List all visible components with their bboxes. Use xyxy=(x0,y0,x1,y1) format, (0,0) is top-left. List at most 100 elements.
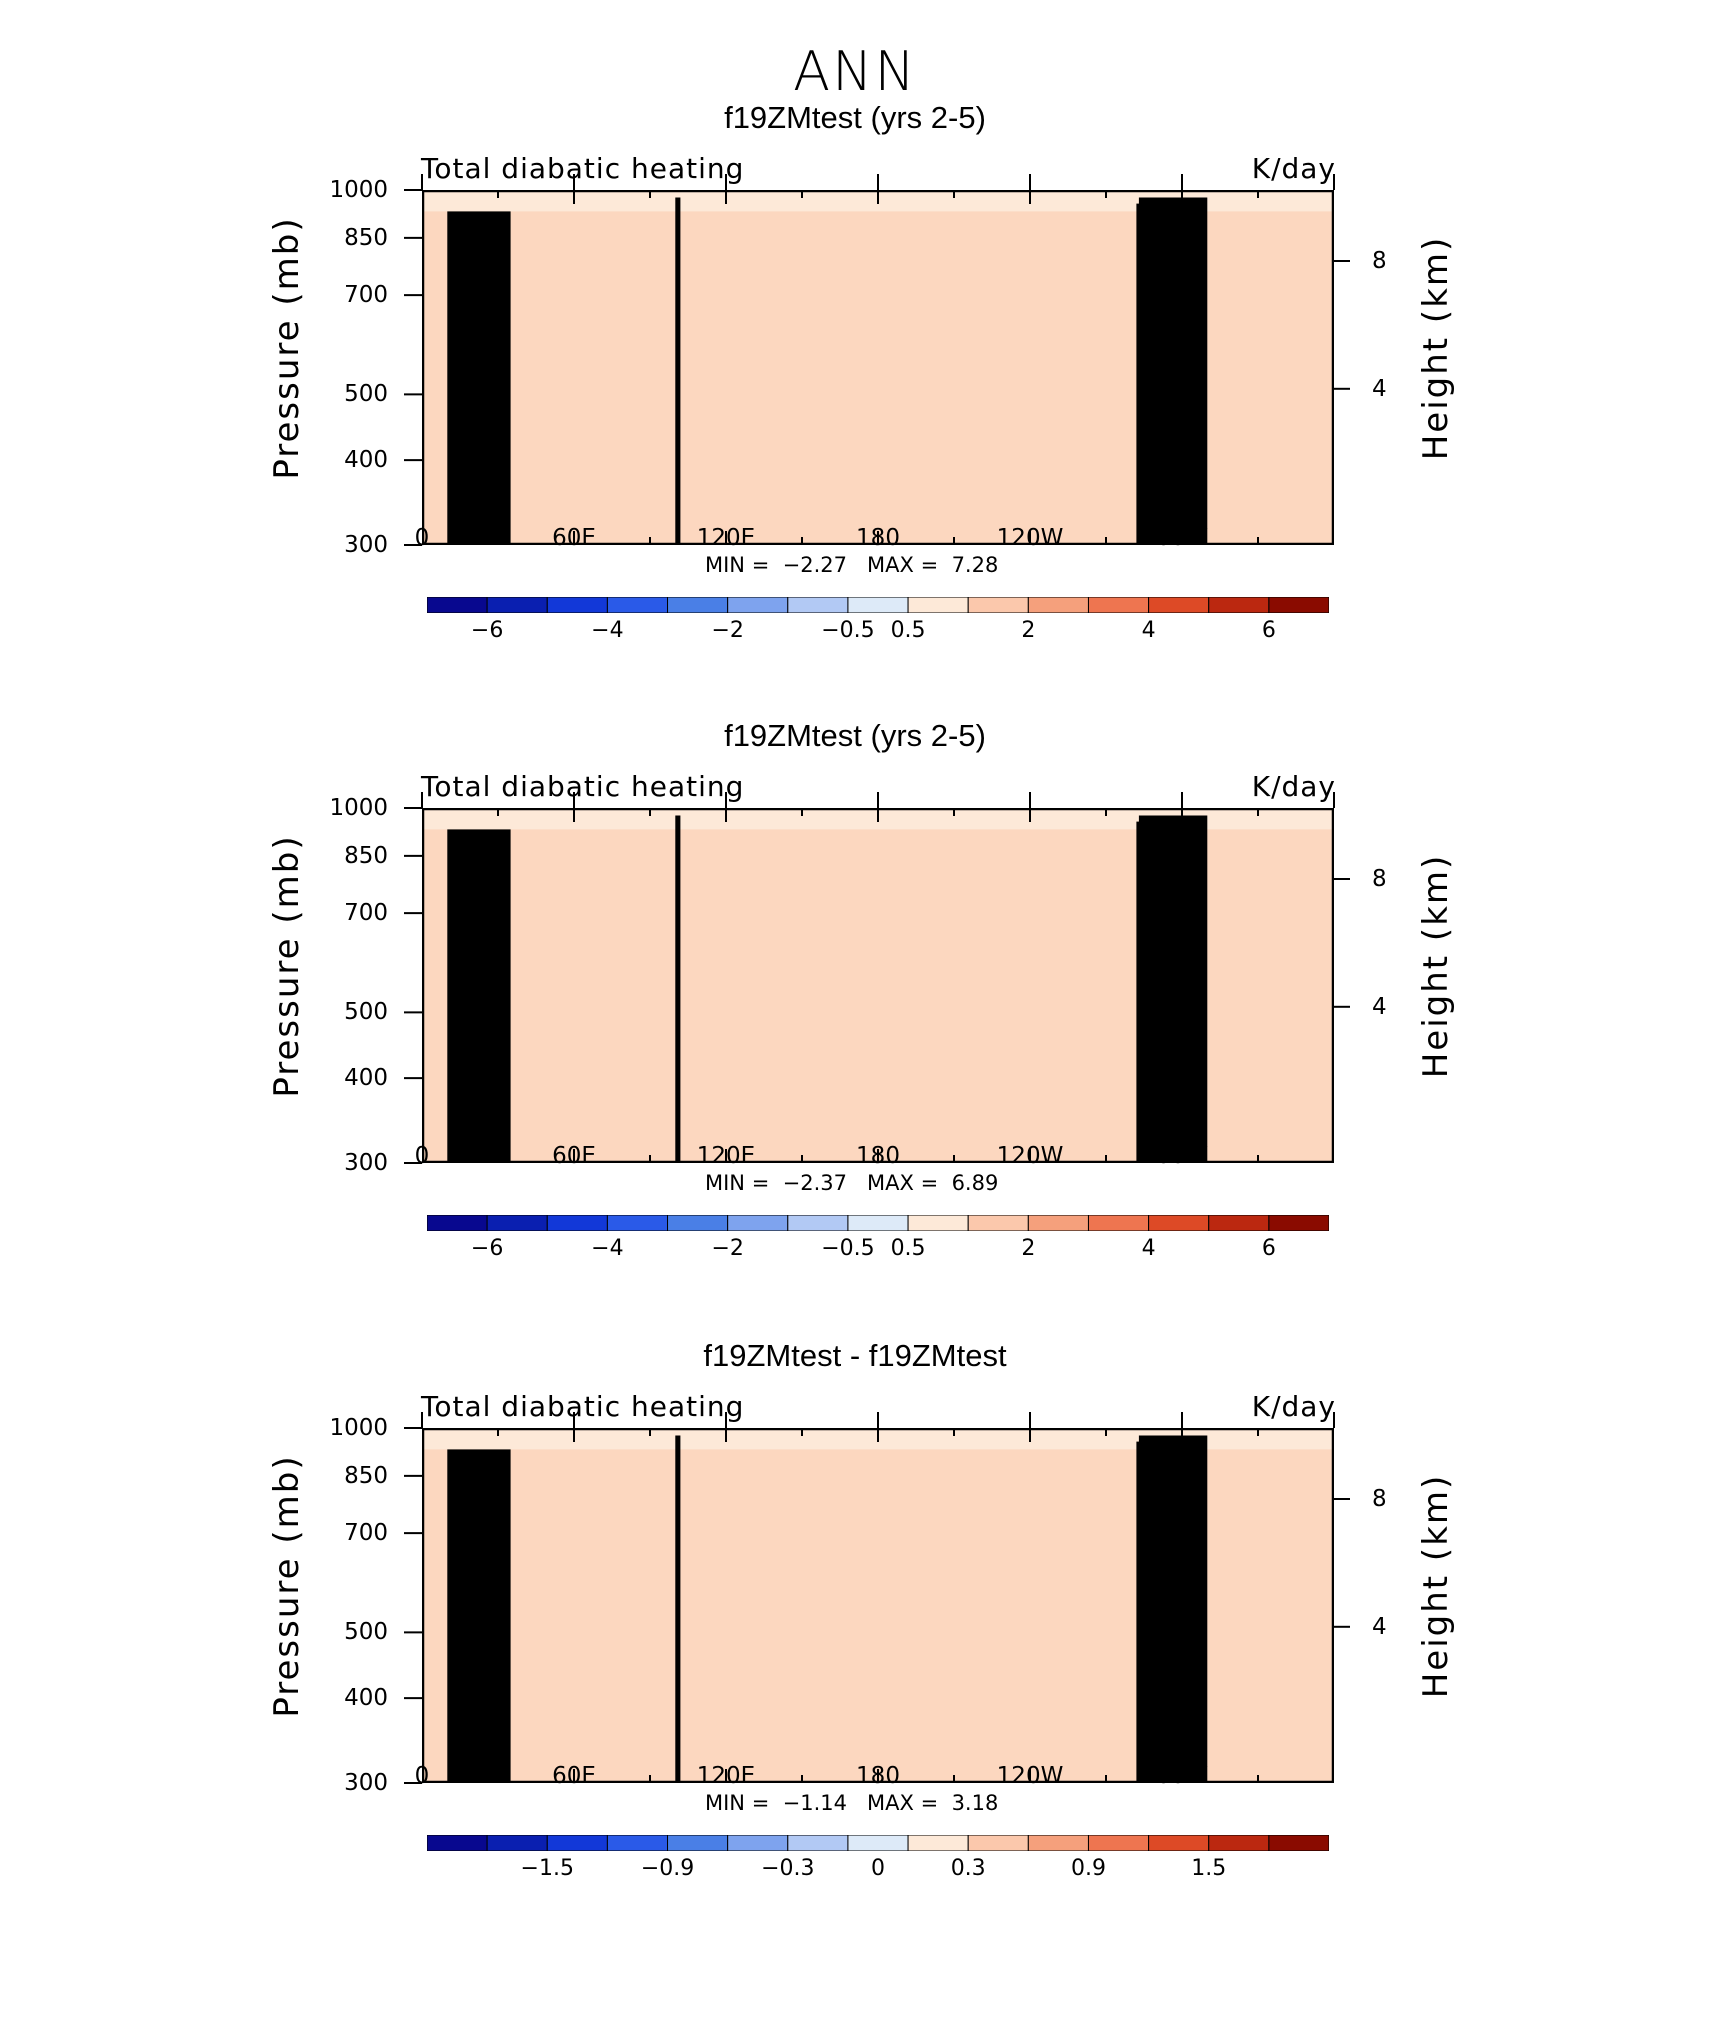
height-tick-label: 8 xyxy=(1372,866,1387,892)
colorbar-swatch xyxy=(486,597,548,613)
colorbar-swatch xyxy=(1208,597,1270,613)
pressure-tick-label: 400 xyxy=(344,1065,388,1092)
colorbar-swatch xyxy=(427,597,488,613)
colorbar-swatch xyxy=(907,597,969,613)
colorbar-label: −4 xyxy=(591,1236,624,1261)
longitude-tick-label: 120E xyxy=(696,1763,756,1789)
colorbar-swatch xyxy=(1148,597,1210,613)
colorbar-swatch xyxy=(787,1215,849,1231)
colorbar-label: 0.5 xyxy=(890,618,926,643)
colorbar-swatch xyxy=(967,597,1029,613)
pressure-tick-label: 400 xyxy=(344,447,388,474)
pressure-tick-label: 850 xyxy=(344,842,388,869)
panel-title: f19ZMtest (yrs 2-5) xyxy=(724,718,986,753)
colorbar-label: 2 xyxy=(1021,1236,1036,1261)
pressure-tick-label: 1000 xyxy=(329,795,388,821)
colorbar-swatch xyxy=(1087,597,1150,613)
colorbar-swatch xyxy=(1027,1835,1089,1851)
colorbar-label: 0.3 xyxy=(950,1856,986,1881)
colorbar-swatch xyxy=(667,1215,729,1231)
colorbar-swatch xyxy=(1268,1215,1329,1231)
panel-1: f19ZMtest (yrs 2-5) Total diabatic heatin… xyxy=(0,100,1710,760)
axis-tick-overlay xyxy=(404,1412,1350,1784)
min-max-readout: MIN = −2.37 MAX = 6.89 xyxy=(705,1173,998,1194)
colorbar-swatch xyxy=(727,597,789,613)
longitude-tick-label: 120E xyxy=(696,1143,756,1169)
colorbar-swatch xyxy=(1208,1215,1270,1231)
height-tick-label: 4 xyxy=(1372,993,1387,1020)
longitude-tick-label: 60W xyxy=(1155,1763,1209,1789)
longitude-tick-label: 60E xyxy=(552,1143,596,1169)
pressure-tick-label: 300 xyxy=(344,532,388,558)
colorbar-label: 0.9 xyxy=(1070,1856,1106,1881)
longitude-tick-label: 0 xyxy=(414,1143,430,1169)
longitude-tick-label: 0 xyxy=(414,1763,430,1789)
colorbar-swatch xyxy=(787,597,849,613)
longitude-tick-label: 120W xyxy=(996,525,1064,551)
left-subtitle: Total diabatic heating xyxy=(421,770,745,803)
longitude-tick-label: 0 xyxy=(414,525,430,551)
colorbar-swatch xyxy=(1027,597,1089,613)
colorbar xyxy=(427,1215,1329,1231)
colorbar-label: −1.5 xyxy=(520,1856,574,1881)
longitude-tick-label: 120W xyxy=(996,1763,1064,1789)
colorbar-label: −0.9 xyxy=(640,1856,695,1881)
max-value: 6.89 xyxy=(951,1171,999,1195)
page-title: ANN xyxy=(793,40,917,103)
colorbar-swatch xyxy=(1087,1835,1150,1851)
colorbar-label: −6 xyxy=(470,618,504,643)
pressure-tick-label: 300 xyxy=(344,1150,388,1176)
pressure-tick-label: 700 xyxy=(344,900,388,927)
pressure-tick-label: 850 xyxy=(344,1462,388,1489)
heatmap-svg xyxy=(421,807,1335,1164)
longitude-tick-label: 60E xyxy=(552,525,596,551)
pressure-tick-label: 700 xyxy=(344,282,388,309)
units-label: K/day xyxy=(1251,1390,1336,1423)
min-value: −2.27 xyxy=(782,553,848,577)
heatmap-field xyxy=(422,190,1334,545)
left-subtitle: Total diabatic heating xyxy=(421,152,745,185)
longitude-tick-label: 120W xyxy=(996,1143,1064,1169)
colorbar-swatch xyxy=(847,1835,909,1851)
colorbar-label: 0.5 xyxy=(890,1236,926,1261)
colorbar-label: −2 xyxy=(711,1236,744,1261)
plot-area xyxy=(421,807,1335,1164)
min-max-readout: MIN = −1.14 MAX = 3.18 xyxy=(705,1793,998,1814)
heatmap-svg xyxy=(421,189,1335,546)
colorbar-swatch xyxy=(1148,1835,1210,1851)
colorbar xyxy=(427,1835,1329,1851)
colorbar-swatch xyxy=(727,1215,789,1231)
longitude-tick-label: 60W xyxy=(1155,1143,1209,1169)
min-label: MIN = xyxy=(705,1171,770,1195)
height-tick-label: 8 xyxy=(1372,248,1387,274)
colorbar-label: 4 xyxy=(1141,618,1156,643)
longitude-tick-label: 60E xyxy=(552,1763,596,1789)
panel-3: f19ZMtest - f19ZMtest Total diabatic heat… xyxy=(0,1338,1710,1998)
colorbar-swatch xyxy=(1268,1835,1329,1851)
longitude-tick-label: 180 xyxy=(856,1763,900,1789)
colorbar-swatch xyxy=(847,597,909,613)
panel-title: f19ZMtest - f19ZMtest xyxy=(703,1338,1007,1373)
colorbar-label: −0.3 xyxy=(761,1856,815,1881)
longitude-tick-label: 180 xyxy=(856,1143,900,1169)
pressure-tick-label: 1000 xyxy=(329,177,388,203)
colorbar-swatch xyxy=(546,597,608,613)
colorbar-swatch xyxy=(907,1215,969,1231)
colorbar-swatch xyxy=(427,1215,488,1231)
colorbar-swatch xyxy=(1148,1215,1210,1231)
colorbar-swatch xyxy=(1087,1215,1150,1231)
height-tick-label: 4 xyxy=(1372,375,1387,402)
min-label: MIN = xyxy=(705,553,770,577)
max-label: MAX = xyxy=(867,1171,939,1195)
axis-tick-overlay xyxy=(404,792,1350,1164)
colorbar-label: 6 xyxy=(1261,1236,1276,1261)
axis-tick-overlay xyxy=(404,174,1350,546)
pressure-tick-label: 300 xyxy=(344,1770,388,1796)
colorbar xyxy=(427,597,1329,613)
min-value: −2.37 xyxy=(782,1171,848,1195)
colorbar-swatch xyxy=(1027,1215,1089,1231)
colorbar-swatch xyxy=(606,1835,669,1851)
max-value: 7.28 xyxy=(951,553,999,577)
colorbar-label: 0 xyxy=(871,1856,885,1881)
colorbar-swatch xyxy=(486,1215,548,1231)
